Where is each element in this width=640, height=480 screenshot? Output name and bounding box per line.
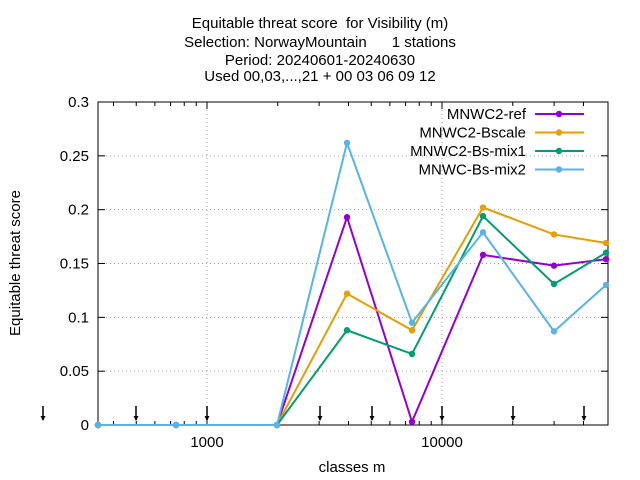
- x-tick-label: 1000: [190, 434, 223, 451]
- legend-marker: [555, 129, 563, 136]
- data-point: [550, 231, 558, 238]
- data-point: [602, 281, 610, 289]
- data-point: [479, 229, 487, 236]
- legend-label: MNWC2-Bscale: [419, 125, 526, 142]
- arrow-marker-head: [581, 416, 587, 421]
- data-point: [550, 328, 558, 335]
- y-axis-label: Equitable threat score: [7, 190, 24, 336]
- arrow-marker-head: [40, 416, 46, 421]
- y-tick-label: 0: [81, 417, 89, 434]
- chart-title-line-2: Selection: NorwayMountain 1 stations: [184, 34, 456, 51]
- data-point: [94, 421, 102, 429]
- arrow-marker-head: [133, 416, 139, 421]
- data-point: [550, 262, 558, 269]
- data-point: [602, 249, 610, 256]
- grid: [98, 102, 608, 425]
- arrow-marker-head: [317, 416, 323, 421]
- series-line-mnwc2-bs-mix1: [98, 214, 607, 426]
- data-point: [602, 239, 610, 247]
- legend-marker: [555, 110, 563, 118]
- data-point: [479, 212, 487, 220]
- arrow-marker-head: [204, 416, 210, 421]
- data-point: [408, 418, 416, 425]
- y-tick-label: 0.1: [68, 309, 89, 326]
- data-point: [273, 421, 281, 429]
- series-line-mnwc2-bscale: [98, 206, 607, 426]
- data-point: [343, 214, 351, 221]
- arrow-marker-head: [369, 416, 375, 421]
- series-lines: [94, 139, 610, 429]
- chart-title-line-1: Equitable threat score for Visibility (m…: [191, 15, 449, 32]
- legend-marker: [555, 147, 563, 155]
- y-tick-label: 0.2: [68, 202, 89, 219]
- data-point: [550, 280, 558, 288]
- data-point: [408, 350, 416, 358]
- legend-label: MNWC2-ref: [447, 106, 527, 123]
- data-point: [479, 251, 487, 259]
- y-tick-label: 0.25: [60, 148, 89, 165]
- data-point: [479, 204, 487, 211]
- axis-ticks: 0 0.05 0.1 0.15 0.2 0.25 0.3 1000 10000: [60, 94, 608, 451]
- data-point: [602, 255, 610, 263]
- data-point: [343, 327, 351, 334]
- y-tick-label: 0.05: [60, 363, 89, 380]
- data-point: [408, 327, 416, 334]
- data-point: [343, 290, 351, 297]
- data-point: [343, 139, 351, 147]
- data-point: [172, 421, 180, 429]
- arrow-markers: [40, 406, 587, 421]
- arrow-marker-head: [439, 416, 445, 421]
- y-tick-label: 0.15: [60, 256, 89, 273]
- data-point: [408, 319, 416, 326]
- x-axis-label: classes m: [319, 459, 386, 476]
- y-tick-label: 0.3: [68, 94, 89, 111]
- chart-title-line-4: Used 00,03,...,21 + 00 03 06 09 12: [204, 68, 436, 85]
- chart-title-line-3: Period: 20240601-20240630: [224, 52, 416, 69]
- legend-label: MNWC2-Bs-mix1: [410, 143, 526, 160]
- series-line-mnwc2-ref: [98, 213, 607, 426]
- legend-marker: [555, 166, 563, 173]
- arrow-marker-head: [510, 416, 516, 421]
- x-tick-label: 10000: [421, 434, 463, 451]
- legend-label: MNWC-Bs-mix2: [419, 162, 526, 179]
- series-line-mnwc-bs-mix2: [98, 139, 607, 426]
